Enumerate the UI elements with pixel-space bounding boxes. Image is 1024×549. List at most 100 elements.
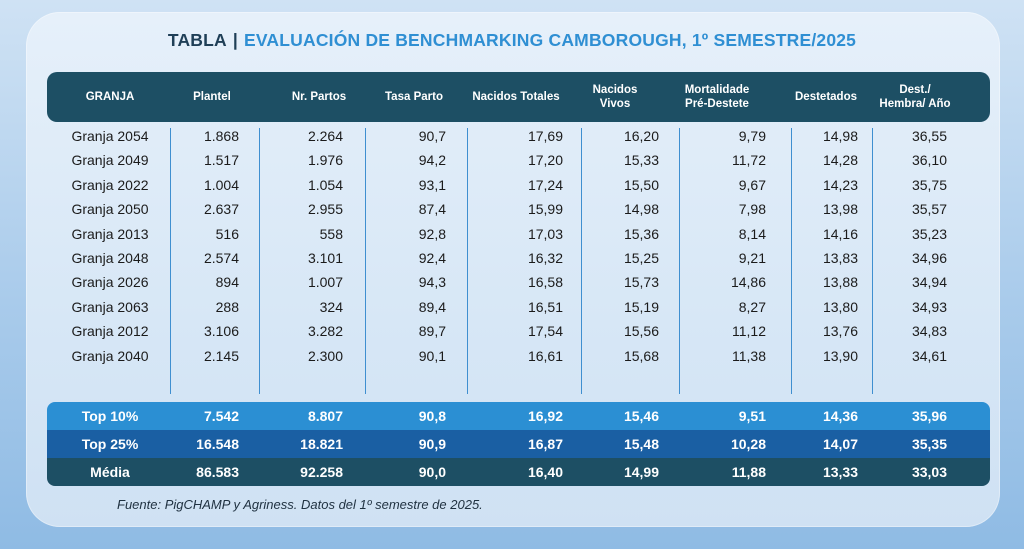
table-cell: 16,58 — [527, 274, 563, 291]
table-cell: 33,03 — [911, 464, 947, 480]
table-cell: 14,28 — [822, 152, 858, 169]
table-cell: 15,50 — [623, 176, 659, 193]
table-cell: 14,98 — [822, 128, 858, 144]
table-row: Granja 2063 288 324 89,4 16,51 15,19 8,27 13,80… — [47, 295, 990, 319]
table-cell: 13,33 — [822, 464, 858, 480]
table-cell: 11,88 — [731, 464, 766, 480]
table-cell: 8,14 — [738, 225, 766, 242]
table-cell: 558 — [319, 225, 343, 242]
table-cell: 8.807 — [307, 408, 343, 424]
table-cell: 2.264 — [307, 128, 343, 144]
table-cell: 9,79 — [738, 128, 766, 144]
table-cell: 1.868 — [203, 128, 239, 144]
column-divider — [872, 128, 873, 394]
table-cell: 13,98 — [822, 201, 858, 218]
table-row: Granja 2012 3.106 3.282 89,7 17,54 15,56 11,12… — [47, 319, 990, 343]
row-label: Granja 2063 — [71, 298, 149, 315]
table-cell: 35,75 — [911, 176, 947, 193]
column-divider — [467, 128, 468, 394]
table-cell: 3.101 — [307, 249, 343, 266]
column-header: Mortalidade Pré-Destete — [684, 84, 750, 110]
table-cell: 15,73 — [623, 274, 659, 291]
table-cell: 16,61 — [527, 347, 563, 364]
row-label: Granja 2054 — [71, 128, 149, 144]
table-cell: 2.574 — [203, 249, 239, 266]
table-cell: 35,35 — [911, 436, 947, 452]
table-cell: 36,10 — [911, 152, 947, 169]
summary-row-top25: Top 25% 16.548 18.821 90,9 16,87 15,48 10,28 14… — [47, 430, 990, 458]
table-cell: 90,9 — [418, 436, 446, 452]
table-row: Granja 2050 2.637 2.955 87,4 15,99 14,98 7,98 1… — [47, 197, 990, 221]
table-row: Granja 2013 516 558 92,8 17,03 15,36 8,14 14,16… — [47, 222, 990, 246]
table-cell: 2.145 — [203, 347, 239, 364]
table-cell: 16,51 — [527, 298, 563, 315]
table-cell: 894 — [215, 274, 239, 291]
table-cell: 16.548 — [196, 436, 239, 452]
table-cell: 16,20 — [623, 128, 659, 144]
row-label: Granja 2040 — [71, 347, 149, 364]
table-cell: 14,07 — [822, 436, 858, 452]
table-row: Granja 2022 1.004 1.054 93,1 17,24 15,50 9,67 1… — [47, 173, 990, 197]
table-cell: 93,1 — [418, 176, 446, 193]
table-cell: 17,69 — [527, 128, 563, 144]
column-header: GRANJA — [85, 91, 135, 103]
table-cell: 15,33 — [623, 152, 659, 169]
row-label: Top 10% — [81, 408, 139, 424]
table-cell: 15,19 — [623, 298, 659, 315]
source-note: Fuente: PigCHAMP y Agriness. Datos del 1… — [117, 497, 483, 512]
table-cell: 15,36 — [623, 225, 659, 242]
row-label: Granja 2050 — [71, 201, 149, 218]
column-header: Plantel — [193, 91, 231, 103]
title-separator: | — [232, 30, 238, 50]
table-cell: 16,32 — [527, 249, 563, 266]
table-row: Granja 2040 2.145 2.300 90,1 16,61 15,68 11,38… — [47, 344, 990, 368]
table-cell: 94,2 — [418, 152, 446, 169]
row-label: Granja 2026 — [71, 274, 149, 291]
table-cell: 90,0 — [418, 464, 446, 480]
table-cell: 94,3 — [418, 274, 446, 291]
column-header: Destetados — [795, 91, 857, 103]
table-cell: 288 — [215, 298, 239, 315]
table-cell: 16,92 — [527, 408, 563, 424]
row-label: Top 25% — [81, 436, 139, 452]
row-label: Granja 2012 — [71, 323, 149, 340]
table-cell: 2.637 — [203, 201, 239, 218]
table-cell: 1.004 — [203, 176, 239, 193]
column-header: Nacidos Vivos — [592, 84, 638, 110]
table-cell: 14,86 — [730, 274, 766, 291]
table-cell: 15,99 — [527, 201, 563, 218]
table-cell: 34,94 — [911, 274, 947, 291]
table-cell: 14,98 — [623, 201, 659, 218]
table-cell: 35,96 — [911, 408, 947, 424]
table-cell: 14,99 — [623, 464, 659, 480]
table-cell: 2.300 — [307, 347, 343, 364]
table-cell: 9,21 — [738, 249, 766, 266]
column-divider — [679, 128, 680, 394]
table-cell: 34,93 — [911, 298, 947, 315]
column-header: Nacidos Totales — [472, 91, 560, 103]
column-divider — [365, 128, 366, 394]
table-cell: 36,55 — [911, 128, 947, 144]
table-cell: 15,25 — [623, 249, 659, 266]
table-cell: 16,87 — [527, 436, 563, 452]
table-cell: 87,4 — [418, 201, 446, 218]
table-cell: 3.282 — [307, 323, 343, 340]
table-cell: 92,4 — [418, 249, 446, 266]
column-divider — [791, 128, 792, 394]
table-cell: 90,7 — [418, 128, 446, 144]
column-header: Dest./ Hembra/ Año — [879, 84, 951, 110]
table-cell: 92.258 — [300, 464, 343, 480]
column-header: Tasa Parto — [385, 91, 443, 103]
table-cell: 13,88 — [822, 274, 858, 291]
table-cell: 1.007 — [307, 274, 343, 291]
table-row: Granja 2048 2.574 3.101 92,4 16,32 15,25 9,21 1… — [47, 246, 990, 270]
table-cell: 3.106 — [203, 323, 239, 340]
table-cell: 15,46 — [623, 408, 659, 424]
table-cell: 10,28 — [730, 436, 766, 452]
row-label: Granja 2022 — [71, 176, 149, 193]
table-cell: 89,7 — [418, 323, 446, 340]
table-cell: 11,12 — [732, 323, 766, 340]
table-cell: 7.542 — [203, 408, 239, 424]
table-cell: 15,48 — [623, 436, 659, 452]
column-divider — [581, 128, 582, 394]
